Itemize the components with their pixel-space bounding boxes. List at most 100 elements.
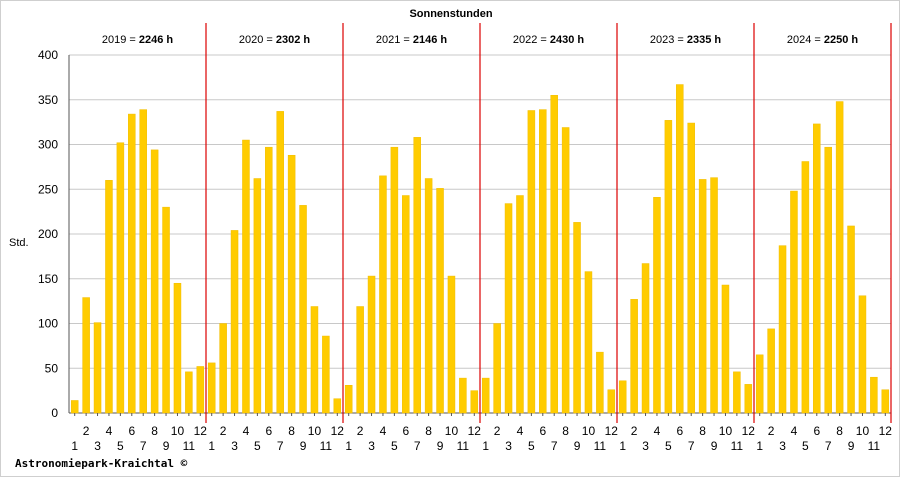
bar-2020-7	[276, 111, 284, 414]
x-tick-label-2024-12: 12	[879, 424, 893, 438]
year-total-2024: 2250 h	[824, 34, 859, 46]
x-tick-label-2023-6: 6	[676, 424, 683, 438]
bar-2019-4	[105, 180, 113, 414]
bar-2019-3	[93, 322, 102, 414]
x-tick-label-2019-11: 11	[183, 439, 196, 453]
bar-2024-12	[881, 389, 890, 414]
bar-2022-7	[550, 95, 558, 414]
y-tick-label-300: 300	[38, 138, 58, 152]
x-tick-label-2020-4: 4	[243, 424, 250, 438]
bar-2021-1	[344, 385, 353, 414]
x-tick-label-2022-10: 10	[582, 424, 596, 438]
x-tick-label-2019-7: 7	[140, 439, 147, 453]
x-tick-label-2019-3: 3	[94, 439, 101, 453]
x-tick-label-2020-6: 6	[265, 424, 272, 438]
x-tick-label-2021-12: 12	[468, 424, 482, 438]
x-tick-label-2024-1: 1	[756, 439, 763, 453]
bar-2023-9	[710, 177, 718, 414]
x-tick-label-2023-12: 12	[742, 424, 756, 438]
bar-2023-12	[744, 384, 753, 414]
bar-2020-8	[287, 154, 296, 414]
x-tick-label-2021-2: 2	[357, 424, 364, 438]
x-tick-label-2019-8: 8	[151, 424, 158, 438]
bar-2020-2	[219, 323, 227, 414]
bar-2020-3	[230, 230, 239, 414]
bar-2020-12	[333, 398, 342, 414]
bar-2019-2	[82, 297, 90, 414]
copyright-footer: Astronomiepark-Kraichtal ©	[15, 457, 188, 470]
bar-2021-9	[436, 188, 444, 414]
x-tick-label-2024-6: 6	[813, 424, 820, 438]
x-tick-label-2020-3: 3	[231, 439, 238, 453]
bar-2023-4	[653, 197, 661, 414]
bar-2019-11	[185, 371, 193, 414]
year-header-prefix-2024: 2024 =	[787, 34, 824, 46]
bar-2022-2	[493, 323, 501, 414]
x-tick-label-2019-4: 4	[106, 424, 113, 438]
x-tick-label-2022-2: 2	[494, 424, 501, 438]
year-header-2021: 2021 = 2146 h	[376, 34, 448, 46]
x-tick-label-2023-11: 11	[731, 439, 744, 453]
x-tick-label-2019-10: 10	[171, 424, 185, 438]
year-header-prefix-2021: 2021 =	[376, 34, 413, 46]
x-tick-label-2019-12: 12	[194, 424, 208, 438]
year-header-prefix-2019: 2019 =	[102, 34, 139, 46]
x-tick-label-2019-5: 5	[117, 439, 124, 453]
bar-2019-5	[116, 142, 125, 414]
bar-2023-8	[698, 179, 707, 414]
bar-2021-12	[470, 390, 479, 414]
x-tick-label-2021-4: 4	[380, 424, 387, 438]
x-tick-label-2023-10: 10	[719, 424, 733, 438]
bar-2022-8	[561, 127, 570, 414]
x-tick-label-2024-9: 9	[848, 439, 855, 453]
x-tick-label-2022-5: 5	[528, 439, 535, 453]
bar-2019-6	[128, 113, 136, 414]
x-tick-label-2023-1: 1	[619, 439, 626, 453]
year-header-2020: 2020 = 2302 h	[239, 34, 311, 46]
y-tick-label-250: 250	[38, 182, 58, 196]
bar-2021-10	[447, 275, 456, 414]
x-tick-label-2024-10: 10	[856, 424, 870, 438]
x-tick-label-2023-4: 4	[654, 424, 661, 438]
x-tick-label-2023-5: 5	[665, 439, 672, 453]
bar-2020-9	[299, 205, 307, 414]
year-header-2019: 2019 = 2246 h	[102, 34, 174, 46]
x-tick-label-2023-7: 7	[688, 439, 695, 453]
x-tick-label-2023-9: 9	[711, 439, 718, 453]
x-tick-label-2021-5: 5	[391, 439, 398, 453]
x-tick-label-2021-7: 7	[414, 439, 421, 453]
x-tick-label-2024-7: 7	[825, 439, 832, 453]
x-tick-label-2023-8: 8	[699, 424, 706, 438]
year-total-2021: 2146 h	[413, 34, 448, 46]
year-total-2020: 2302 h	[276, 34, 311, 46]
year-total-2023: 2335 h	[687, 34, 722, 46]
bar-2024-1	[755, 354, 764, 414]
x-tick-label-2023-3: 3	[642, 439, 649, 453]
bar-2020-1	[207, 362, 216, 414]
x-tick-label-2021-9: 9	[437, 439, 444, 453]
x-tick-label-2024-4: 4	[791, 424, 798, 438]
x-tick-label-2021-11: 11	[457, 439, 470, 453]
year-total-2022: 2430 h	[550, 34, 585, 46]
y-tick-label-100: 100	[38, 317, 58, 331]
bar-2023-1	[618, 380, 627, 414]
x-tick-label-2020-11: 11	[320, 439, 333, 453]
bar-2024-7	[824, 146, 832, 414]
bar-2023-6	[676, 84, 684, 414]
bar-2019-7	[139, 109, 147, 414]
bar-2019-12	[196, 366, 205, 414]
bar-2023-2	[630, 299, 638, 414]
y-tick-label-0: 0	[51, 406, 58, 420]
bar-2022-6	[539, 109, 547, 414]
bar-2021-8	[424, 178, 433, 414]
bar-2022-1	[481, 377, 490, 414]
bar-2024-10	[858, 295, 867, 414]
bar-2024-4	[790, 190, 798, 414]
x-tick-label-2020-9: 9	[300, 439, 307, 453]
year-header-prefix-2022: 2022 =	[513, 34, 550, 46]
bar-2019-10	[173, 282, 182, 414]
bar-2024-3	[778, 245, 787, 414]
x-tick-label-2020-1: 1	[208, 439, 215, 453]
x-tick-label-2020-8: 8	[288, 424, 295, 438]
bar-2022-11	[596, 351, 604, 414]
